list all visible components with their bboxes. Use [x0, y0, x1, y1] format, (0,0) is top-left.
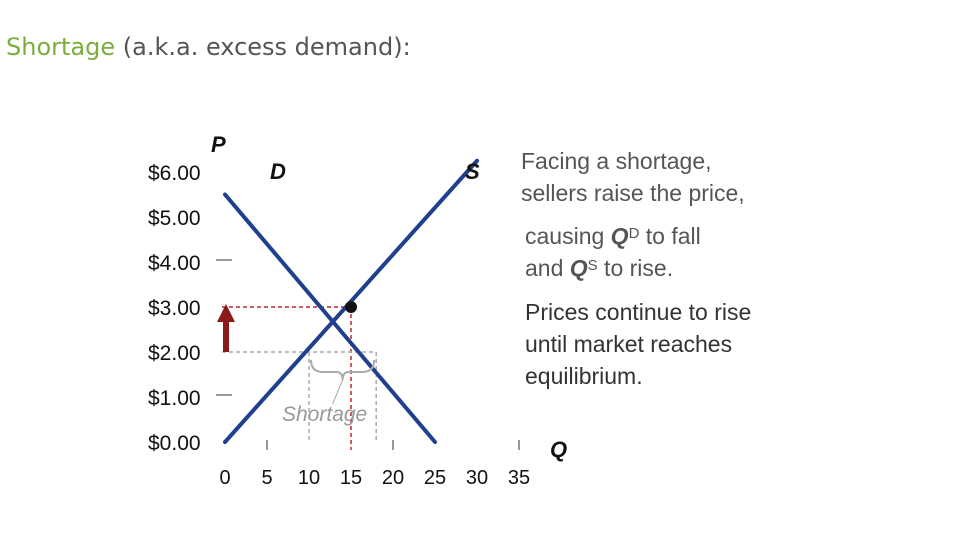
- x-axis-label: Q: [550, 437, 567, 462]
- x-tick-label: 15: [340, 467, 362, 489]
- y-tick-label: $1.00: [148, 387, 201, 410]
- shortage-leader: [332, 379, 344, 405]
- annotation-line-5: Prices continue to rise: [525, 299, 752, 325]
- y-axis-label: P: [211, 132, 226, 157]
- shortage-brace: [310, 359, 376, 381]
- x-tick-label: 35: [508, 467, 530, 489]
- shortage-label: Shortage: [282, 403, 367, 426]
- y-tick-label: $5.00: [148, 207, 201, 230]
- equilibrium-point: [345, 301, 357, 313]
- slide-title-accent: Shortage: [6, 33, 116, 61]
- supply-label: S: [465, 159, 480, 184]
- x-tick-label: 20: [382, 467, 404, 489]
- annotation-line-7: equilibrium.: [525, 363, 643, 389]
- y-tick-label: $6.00: [148, 162, 201, 185]
- annotation-prices-continue: Prices continue to rise until market rea…: [525, 296, 751, 392]
- y-tick-label: $4.00: [148, 252, 201, 275]
- y-tick-label: $0.00: [148, 432, 201, 455]
- annotation-causing: causing QD to fall and QS to rise.: [525, 220, 701, 284]
- slide-title-rest: (a.k.a. excess demand):: [115, 33, 411, 61]
- annotation-line-1: Facing a shortage,: [521, 148, 712, 174]
- x-tick-label: 5: [261, 467, 272, 489]
- slide-title: Shortage (a.k.a. excess demand):: [6, 33, 411, 61]
- annotation-line-3: causing QD to fall: [525, 223, 701, 249]
- annotation-line-6: until market reaches: [525, 331, 733, 357]
- x-tick-label: 10: [298, 467, 320, 489]
- demand-label: D: [270, 159, 286, 184]
- annotation-line-2: sellers raise the price,: [521, 180, 745, 206]
- price-rise-arrow-head: [217, 304, 235, 322]
- annotation-facing-shortage: Facing a shortage, sellers raise the pri…: [521, 145, 745, 209]
- x-tick-label: 25: [424, 467, 446, 489]
- annotation-line-4: and QS to rise.: [525, 255, 674, 281]
- curve-d: [223, 192, 437, 444]
- x-tick-label: 0: [219, 467, 230, 489]
- y-tick-label: $2.00: [148, 342, 201, 365]
- y-tick-label: $3.00: [148, 297, 201, 320]
- x-tick-label: 30: [466, 467, 488, 489]
